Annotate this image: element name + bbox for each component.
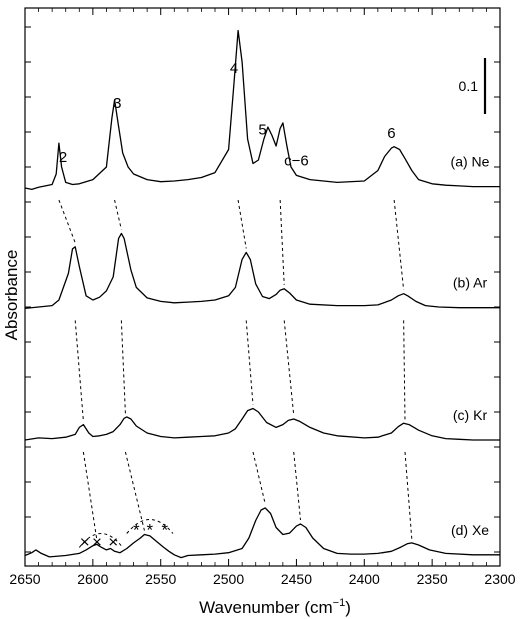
correlation-dash — [279, 199, 285, 285]
series-label: (c) Kr — [453, 407, 488, 423]
correlation-dash — [283, 320, 295, 416]
series-label: (d) Xe — [451, 522, 489, 538]
series-label: (a) Ne — [451, 154, 490, 170]
correlation-dash — [393, 199, 405, 290]
correlation-dash — [404, 451, 413, 539]
correlation-dash — [58, 199, 76, 243]
site-mark-star: * — [133, 521, 140, 540]
correlation-dash — [120, 320, 126, 414]
correlation-dash — [114, 199, 122, 230]
site-bracket — [126, 519, 174, 534]
site-mark-cross: × — [92, 533, 102, 552]
x-tick-label: 2400 — [349, 571, 380, 587]
x-tick-label: 2300 — [484, 571, 515, 587]
peak-label: c−6 — [284, 152, 309, 169]
x-tick-label: 2500 — [213, 571, 244, 587]
site-mark-star: * — [147, 521, 154, 540]
peak-label: 2 — [59, 149, 67, 166]
x-tick-label: 2450 — [281, 571, 312, 587]
correlation-dash — [124, 451, 145, 531]
spectra-series: (a) Ne (b) Ar (c) Kr (d) Xe — [24, 29, 500, 559]
correlation-dash — [74, 320, 84, 421]
y-axis-title: Absorbance — [2, 250, 21, 341]
correlation-dash — [82, 451, 98, 541]
correlation-dash — [245, 320, 254, 405]
correlation-lines — [58, 199, 413, 541]
correlation-dash — [237, 199, 247, 249]
x-tick-label: 2550 — [145, 571, 176, 587]
spectrum-line — [24, 232, 500, 310]
x-tick-label: 2650 — [9, 571, 40, 587]
x-tick-label: 2600 — [77, 571, 108, 587]
spectrum-line — [24, 407, 500, 441]
peak-label: 6 — [387, 125, 395, 142]
spectrum-line — [24, 507, 500, 559]
x-axis-title: Wavenumber (cm−1) — [199, 597, 351, 617]
correlation-dash — [252, 451, 266, 505]
x-tick-label: 2350 — [417, 571, 448, 587]
site-mark-star: * — [161, 521, 168, 540]
series-label: (b) Ar — [453, 275, 488, 291]
peak-label: 3 — [113, 95, 121, 112]
site-mark-cross: × — [108, 533, 118, 552]
plot-frame: 2650 2600 2550 2500 2450 2400 2350 2300 0.1 — [9, 7, 516, 587]
plot-border — [24, 7, 501, 567]
correlation-dash — [293, 451, 301, 521]
peak-label: 4 — [230, 60, 238, 77]
scale-bar-label: 0.1 — [459, 78, 479, 94]
peak-label: 5 — [258, 121, 266, 138]
correlation-dash — [403, 320, 406, 420]
spectrum-line — [24, 29, 500, 191]
site-bracket — [78, 533, 124, 548]
